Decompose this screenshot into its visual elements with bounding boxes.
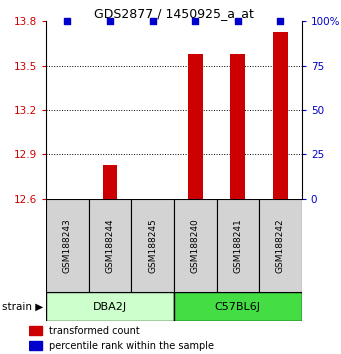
Bar	[29, 326, 42, 335]
Text: GSM188240: GSM188240	[191, 218, 200, 273]
Text: GSM188244: GSM188244	[105, 218, 115, 273]
Bar	[174, 199, 217, 292]
Bar	[188, 54, 203, 199]
Point	[107, 18, 113, 24]
Bar	[89, 199, 131, 292]
Text: percentile rank within the sample: percentile rank within the sample	[49, 341, 214, 350]
Bar	[29, 341, 42, 350]
Bar	[217, 199, 259, 292]
Text: strain ▶: strain ▶	[2, 302, 43, 312]
Point	[192, 18, 198, 24]
Text: DBA2J: DBA2J	[93, 302, 127, 312]
Text: GSM188243: GSM188243	[63, 218, 72, 273]
Bar	[103, 165, 117, 199]
Point	[150, 18, 155, 24]
Bar	[46, 199, 89, 292]
Text: GSM188245: GSM188245	[148, 218, 157, 273]
Text: GSM188242: GSM188242	[276, 218, 285, 273]
Bar	[131, 199, 174, 292]
Bar	[231, 54, 245, 199]
Bar	[174, 292, 302, 321]
Text: GSM188241: GSM188241	[233, 218, 242, 273]
Point	[235, 18, 241, 24]
Point	[278, 18, 283, 24]
Bar	[46, 292, 174, 321]
Bar	[259, 199, 302, 292]
Bar	[273, 32, 288, 199]
Title: GDS2877 / 1450925_a_at: GDS2877 / 1450925_a_at	[94, 7, 254, 20]
Point	[64, 18, 70, 24]
Text: transformed count: transformed count	[49, 326, 140, 336]
Text: C57BL6J: C57BL6J	[215, 302, 261, 312]
